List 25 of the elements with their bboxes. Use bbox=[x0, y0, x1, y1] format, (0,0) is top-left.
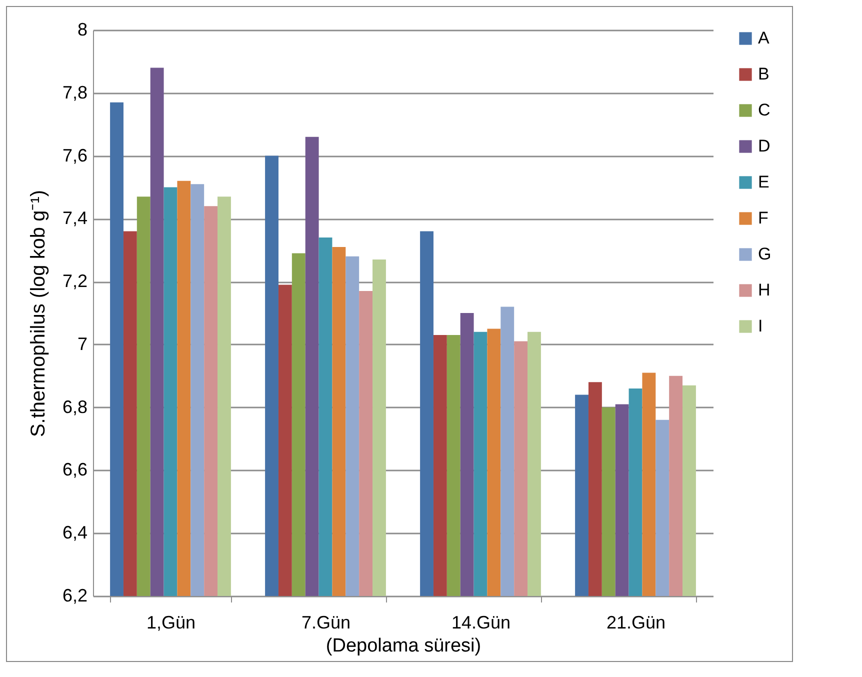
legend-label: D bbox=[758, 136, 770, 156]
y-tick-label: 7,4 bbox=[62, 208, 88, 228]
x-tick-label: 21.Gün bbox=[606, 612, 666, 632]
legend-label: I bbox=[758, 316, 763, 336]
y-tick-label: 6,8 bbox=[62, 396, 88, 417]
x-tick-label: 14.Gün bbox=[451, 612, 511, 632]
legend-label: H bbox=[758, 280, 770, 300]
y-axis-title: S.thermophilus (log kob g⁻¹) bbox=[27, 190, 50, 438]
legend-label: G bbox=[758, 244, 772, 264]
y-tick-label: 7,6 bbox=[62, 145, 88, 166]
legend-label: F bbox=[758, 208, 768, 228]
x-tick-label: 1,Gün bbox=[146, 612, 196, 632]
x-axis-title: (Depolama süresi) bbox=[326, 636, 482, 656]
legend-label: C bbox=[758, 100, 770, 120]
y-tick-label: 6,6 bbox=[62, 460, 88, 480]
legend-label: B bbox=[758, 64, 770, 84]
legend-label: E bbox=[758, 172, 770, 192]
y-tick-label: 6,4 bbox=[62, 522, 88, 543]
y-tick-label: 6,2 bbox=[62, 586, 88, 606]
x-tick-label: 7.Gün bbox=[301, 612, 351, 632]
y-tick-label: 8 bbox=[77, 20, 88, 40]
y-tick-label: 7,8 bbox=[62, 82, 88, 102]
y-tick-label: 7,2 bbox=[62, 271, 88, 292]
legend-label: A bbox=[758, 28, 770, 48]
y-tick-label: 7 bbox=[77, 334, 88, 354]
